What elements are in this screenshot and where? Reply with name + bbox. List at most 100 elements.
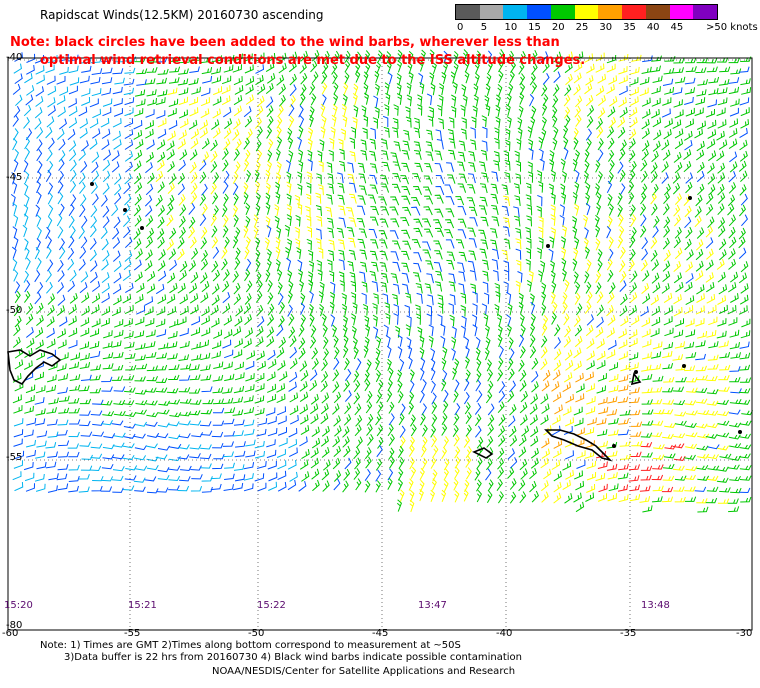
wind-barb xyxy=(331,62,338,75)
wind-barb xyxy=(561,269,567,282)
wind-barb xyxy=(490,193,499,204)
wind-barb xyxy=(585,406,596,415)
wind-barb xyxy=(454,403,461,416)
wind-barb xyxy=(415,283,423,294)
wind-barb xyxy=(312,479,320,492)
wind-barb xyxy=(48,397,59,405)
wind-barb xyxy=(718,375,730,381)
wind-barb xyxy=(594,214,600,228)
wind-barb xyxy=(80,431,93,437)
wind-barb xyxy=(158,400,171,406)
wind-barb xyxy=(519,73,526,86)
wind-barb xyxy=(618,66,628,75)
wind-barb xyxy=(695,365,707,372)
wind-barb xyxy=(563,147,569,160)
wind-barb xyxy=(639,485,651,492)
wind-barb xyxy=(79,420,91,427)
wind-barb xyxy=(617,396,629,404)
wind-barb xyxy=(276,449,286,458)
wind-barb xyxy=(717,192,726,204)
wind-barb xyxy=(424,163,433,173)
wind-barb xyxy=(706,475,719,481)
wind-barb xyxy=(409,457,415,470)
wind-barb xyxy=(694,486,707,492)
wind-barb xyxy=(413,252,422,262)
wind-barb xyxy=(111,340,122,348)
wind-barb xyxy=(705,237,714,249)
wind-barb xyxy=(729,342,740,350)
wind-barb xyxy=(466,197,476,207)
wind-barb xyxy=(520,390,528,403)
wind-barb xyxy=(397,334,403,347)
wind-barb xyxy=(507,358,514,371)
wind-barb xyxy=(373,95,379,108)
wind-barb xyxy=(145,151,154,163)
wind-barb xyxy=(254,473,265,482)
wind-barb xyxy=(447,174,456,184)
wind-barb xyxy=(529,467,537,480)
wind-barb xyxy=(67,247,75,260)
wind-barb xyxy=(515,173,522,185)
wind-barb xyxy=(739,139,748,151)
wind-barb xyxy=(349,137,355,149)
wind-barb xyxy=(503,195,511,207)
wind-barb xyxy=(663,216,671,229)
wind-barb xyxy=(89,238,97,250)
wind-barb xyxy=(653,444,665,450)
wind-barb xyxy=(421,379,427,392)
wind-barb xyxy=(353,467,361,480)
wind-barb xyxy=(24,194,30,207)
wind-barb xyxy=(289,95,296,108)
wind-barb xyxy=(437,314,443,326)
wind-barb xyxy=(553,492,562,504)
wind-barb xyxy=(468,238,477,248)
wind-barb xyxy=(167,341,178,349)
wind-barb xyxy=(507,390,515,403)
wind-barb xyxy=(134,294,144,304)
wind-barb xyxy=(662,475,675,481)
wind-barb xyxy=(343,379,350,392)
wind-barb xyxy=(156,159,165,171)
wind-barb xyxy=(90,216,98,229)
wind-barb xyxy=(305,215,312,227)
wind-barb xyxy=(461,315,467,328)
wind-barb xyxy=(125,282,134,294)
wind-barb xyxy=(629,86,639,96)
wind-barb xyxy=(504,159,511,171)
wind-barb xyxy=(179,260,188,273)
wind-barb xyxy=(550,291,556,305)
wind-barb xyxy=(47,293,55,305)
wind-barb xyxy=(338,138,344,151)
wind-barb xyxy=(347,260,354,272)
wind-barb xyxy=(320,126,326,139)
wind-barb xyxy=(453,62,459,75)
wind-barb xyxy=(451,348,456,361)
wind-barb xyxy=(573,72,582,84)
wind-barb xyxy=(562,292,568,305)
wind-barb xyxy=(518,479,526,492)
wind-barb xyxy=(211,294,220,306)
wind-barb xyxy=(364,336,370,349)
wind-barb xyxy=(575,114,582,127)
wind-barb xyxy=(276,324,284,337)
wind-barb xyxy=(58,238,66,251)
wind-barb xyxy=(256,149,263,162)
wind-barb xyxy=(382,293,389,305)
wind-barb xyxy=(100,317,110,327)
wind-barb xyxy=(34,118,42,130)
lat-label-40: -40 xyxy=(6,52,23,63)
wind-barb xyxy=(134,486,146,492)
wind-barb xyxy=(501,205,509,217)
wind-barb xyxy=(202,398,214,405)
wind-barb xyxy=(408,391,415,404)
wind-barb xyxy=(562,170,567,183)
wind-barb xyxy=(254,440,265,449)
wind-barb xyxy=(339,148,345,160)
wind-barb xyxy=(348,237,356,248)
wind-barb xyxy=(542,61,550,73)
wind-barb xyxy=(158,270,167,282)
wind-barb xyxy=(102,170,111,183)
wind-barb xyxy=(157,68,169,75)
legend-tick-label: 5 xyxy=(480,22,488,33)
wind-barb xyxy=(527,161,533,173)
